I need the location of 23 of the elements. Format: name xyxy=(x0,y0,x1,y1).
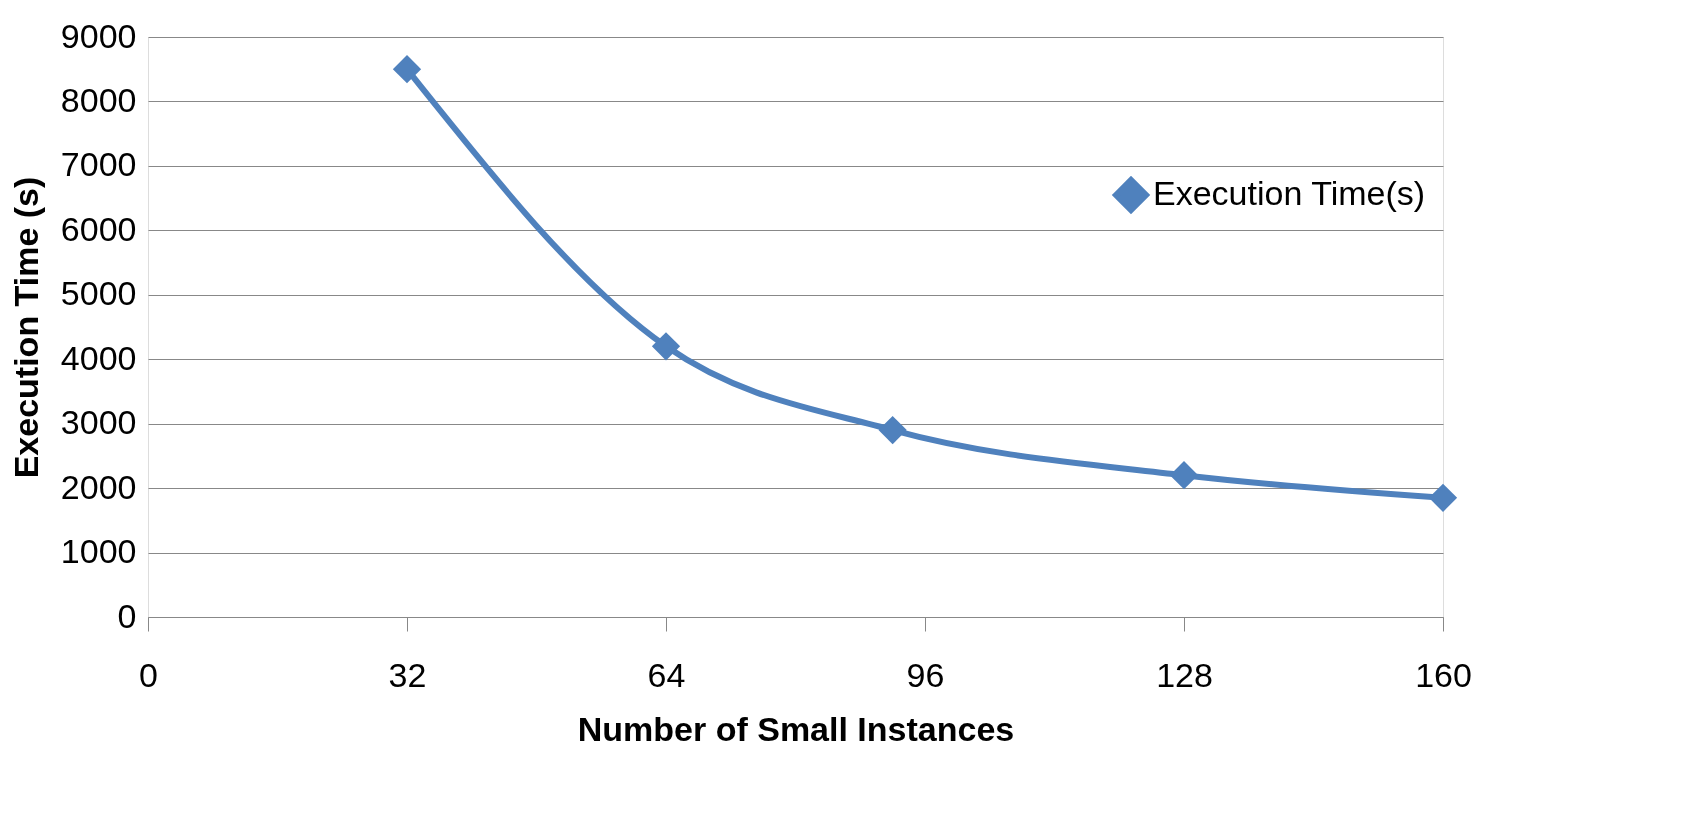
y-tick-label: 8000 xyxy=(60,80,137,119)
x-tick-label: 96 xyxy=(906,655,945,694)
point xyxy=(1428,483,1458,512)
x-tick-label: 160 xyxy=(1415,655,1472,694)
x-axis-title: Number of Small Instances xyxy=(577,709,1015,748)
y-tick-label: 5000 xyxy=(60,274,137,313)
point xyxy=(1169,461,1199,490)
x-tick-label: 128 xyxy=(1156,655,1213,694)
legend-label: Execution Time(s) xyxy=(1153,174,1426,212)
y-tick-label: 0 xyxy=(117,596,137,635)
y-tick-label: 4000 xyxy=(60,338,137,377)
y-tick-label: 7000 xyxy=(60,145,137,184)
point xyxy=(651,332,681,361)
y-axis-title: Execution Time (s) xyxy=(6,176,45,479)
y-tick-label: 3000 xyxy=(60,403,137,442)
y-tick-label: 2000 xyxy=(60,467,137,506)
point xyxy=(392,55,422,84)
point xyxy=(878,415,907,445)
x-tick-label: 32 xyxy=(388,655,427,694)
y-tick-label: 9000 xyxy=(60,16,137,55)
y-tick-label: 1000 xyxy=(60,532,137,571)
x-tick-label: 64 xyxy=(647,655,686,694)
y-tick-label: 6000 xyxy=(60,209,137,248)
